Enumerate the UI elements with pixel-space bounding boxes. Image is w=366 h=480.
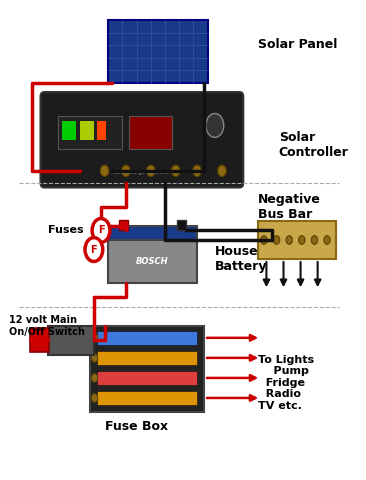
Bar [130,116,172,149]
Bar [90,326,204,412]
Bar [108,240,197,283]
Circle shape [273,236,280,244]
Text: BOSCH: BOSCH [136,257,169,266]
Bar [97,391,197,405]
Circle shape [100,165,109,177]
Bar [258,221,336,259]
Bar [62,120,76,140]
Circle shape [122,165,130,177]
Text: F: F [90,244,97,254]
Text: Fuse Box: Fuse Box [105,420,168,432]
Circle shape [92,373,98,382]
Circle shape [92,394,98,402]
Bar [97,331,197,345]
Text: Solar Charge Controller: Solar Charge Controller [113,170,171,175]
Circle shape [85,238,103,262]
Bar [119,220,128,230]
Circle shape [324,236,330,244]
Text: Solar Panel: Solar Panel [258,38,337,51]
Bar [108,21,208,83]
Text: F: F [98,226,104,236]
Text: Solar
Controller: Solar Controller [279,131,349,158]
Circle shape [92,218,110,242]
Circle shape [286,236,292,244]
Circle shape [146,165,155,177]
Bar [108,226,197,240]
Bar [178,220,186,230]
Circle shape [92,334,98,342]
Bar [80,120,94,140]
Bar [97,351,197,365]
Circle shape [261,236,267,244]
Text: Negative
Bus Bar: Negative Bus Bar [258,192,320,221]
Bar [97,371,197,385]
Bar [48,326,94,355]
Circle shape [218,165,226,177]
Circle shape [171,165,180,177]
Text: 12 volt Main
On/Off Switch: 12 volt Main On/Off Switch [8,315,85,336]
Bar [58,116,122,149]
Circle shape [92,354,98,362]
Circle shape [299,236,305,244]
Bar [97,120,107,140]
Text: To Lights
    Pump
  Fridge
  Radio
TV etc.: To Lights Pump Fridge Radio TV etc. [258,355,314,411]
Text: Fuses: Fuses [48,226,83,236]
Circle shape [193,165,201,177]
Circle shape [206,114,224,137]
Circle shape [311,236,318,244]
Bar [30,328,49,352]
Text: House
Battery: House Battery [215,245,267,273]
FancyBboxPatch shape [41,92,243,188]
